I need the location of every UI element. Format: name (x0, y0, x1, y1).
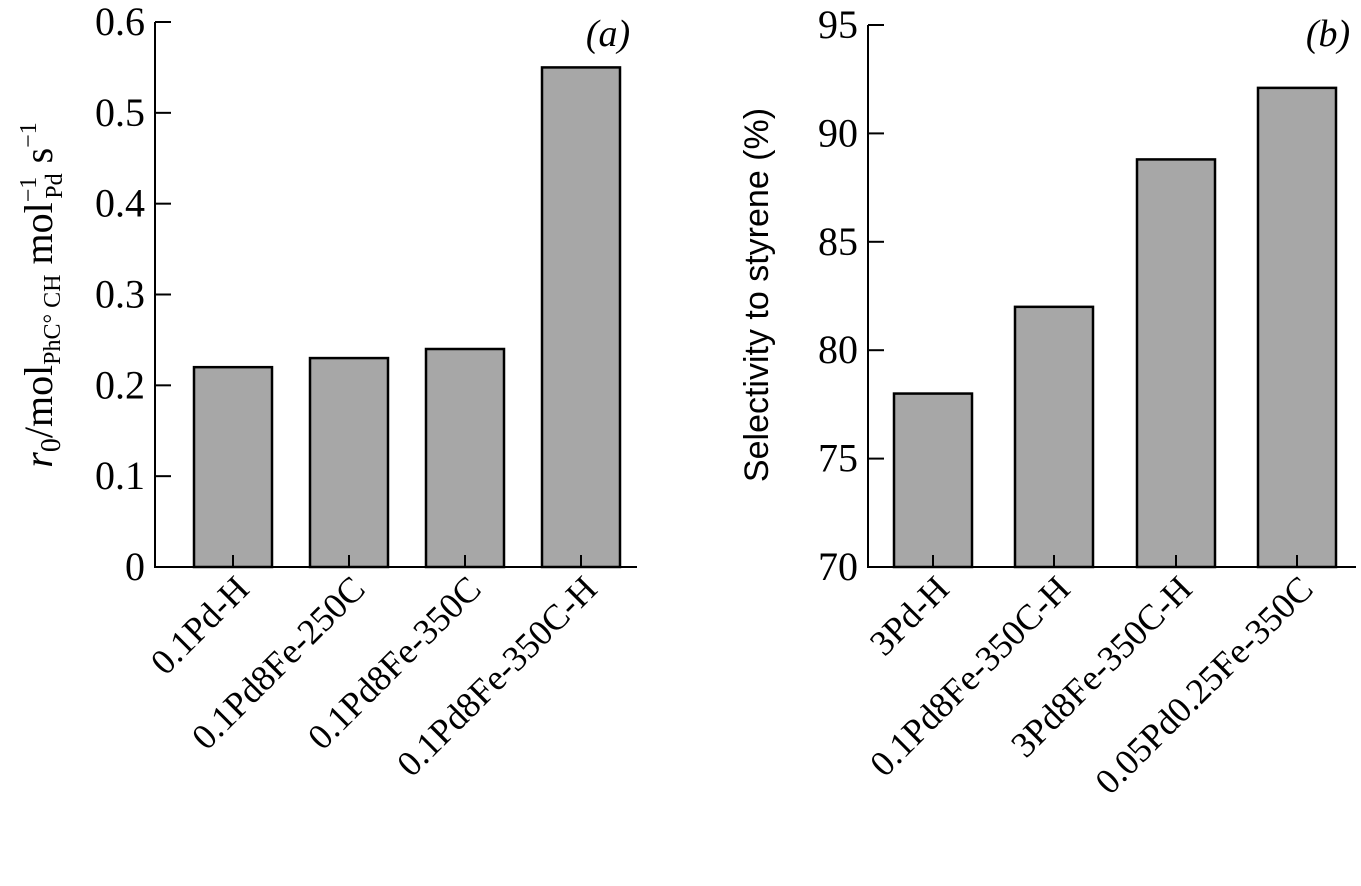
bar-a-3 (540, 66, 622, 569)
bar-b-0 (892, 392, 974, 569)
bar-a-2 (424, 347, 506, 569)
bar-b-1 (1013, 305, 1095, 569)
axes-frame-a (154, 22, 637, 568)
y-tick-label-b: 80 (818, 327, 858, 372)
y-tick-label-b: 75 (818, 436, 858, 481)
bar-b-2 (1135, 158, 1217, 569)
x-tick-label-b: 0.1Pd8Fe-350C-H (862, 568, 1078, 784)
y-tick-label-a: 0.2 (95, 362, 145, 407)
y-tick-label-b: 70 (818, 544, 858, 589)
chart-panel-a: 00.10.20.30.40.50.6 0.1Pd-H0.1Pd8Fe-250C… (16, 0, 637, 784)
x-tick-label-a: 0.1Pd8Fe-350C-H (389, 568, 605, 784)
y-tick-label-a: 0.5 (95, 90, 145, 135)
panel-label-b: (b) (1306, 13, 1350, 55)
ylabel-a-mol1: /mol (16, 365, 61, 438)
ylabel-a-mol1-sub: PhC° CH (40, 275, 66, 365)
ylabel-a-s-sup: −1 (16, 122, 42, 148)
y-tick-label-a: 0.4 (95, 181, 145, 226)
x-tick-label-b: 3Pd-H (862, 568, 957, 663)
bar-a-0 (192, 365, 274, 569)
y-tick-label-a: 0 (125, 544, 145, 589)
y-tick-label-b: 95 (818, 2, 858, 47)
y-tick-label-a: 0.3 (95, 272, 145, 317)
ylabel-a-mol2-sub: Pd (42, 173, 68, 198)
panel-label-a: (a) (586, 13, 630, 55)
bar-a-1 (308, 356, 390, 569)
y-axis-label-a: r0/molPhC° CH mol−1Pd s−1 (16, 122, 68, 467)
y-axis-label-b: Selectivity to styrene (%) (738, 108, 776, 482)
ylabel-a-mol2-sup: −1 (16, 177, 42, 203)
ylabel-a-s: s (16, 148, 61, 174)
ylabel-a-r-sub: 0 (36, 438, 67, 452)
ylabel-a-mol2: mol (16, 202, 61, 274)
y-tick-label-a: 0.1 (95, 453, 145, 498)
x-tick-label-a: 0.1Pd-H (143, 568, 257, 682)
y-tick-label-b: 90 (818, 110, 858, 155)
x-tick-label-b: 0.05Pd0.25Fe-350C (1087, 568, 1320, 801)
ylabel-a-r: r (16, 452, 61, 468)
bar-b-3 (1256, 86, 1338, 569)
axes-frame-b (867, 25, 1356, 568)
y-tick-label-a: 0.6 (95, 0, 145, 44)
y-tick-label-b: 85 (818, 219, 858, 264)
